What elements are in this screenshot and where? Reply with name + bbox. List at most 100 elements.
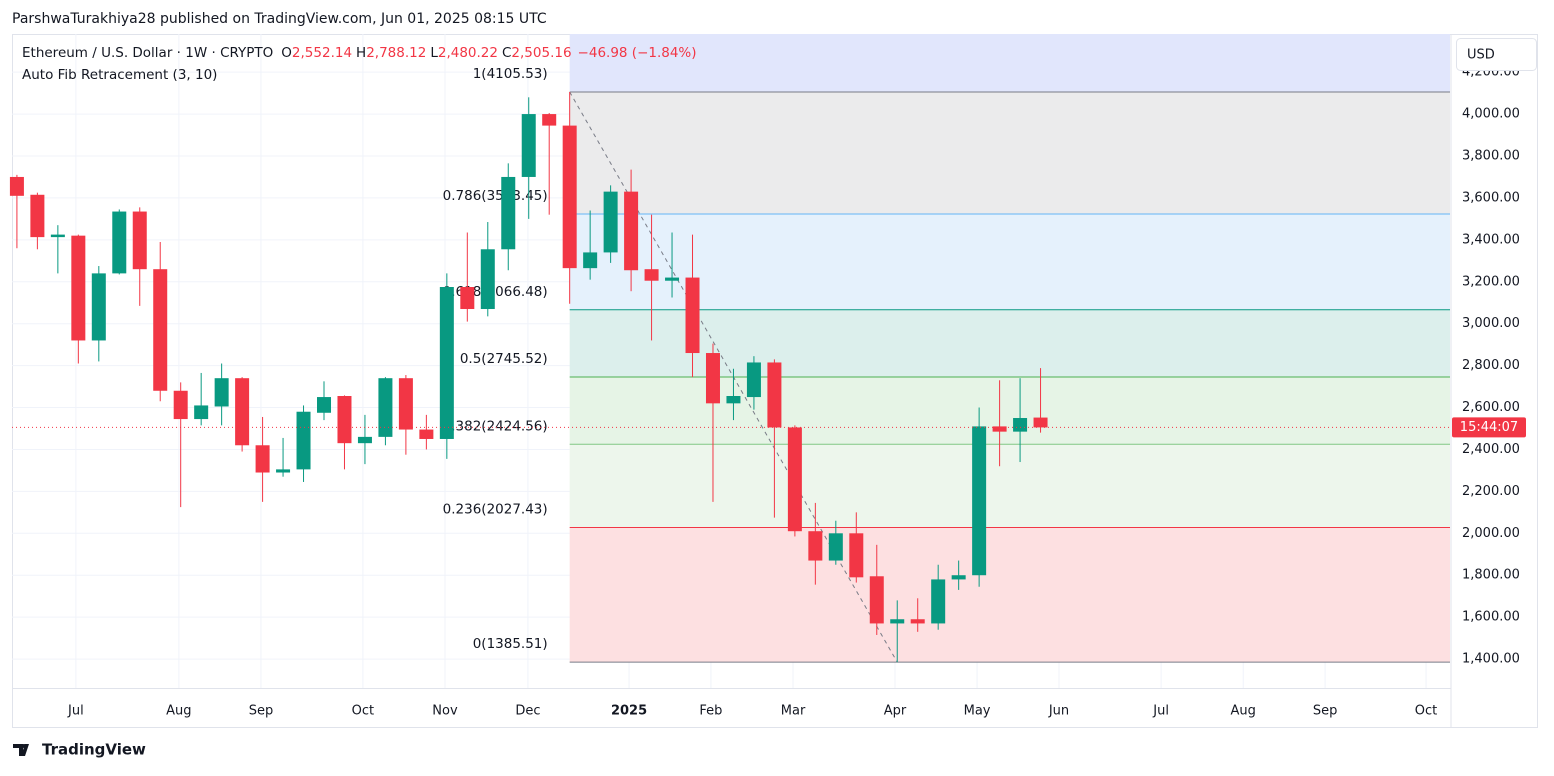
ohlc-key: L: [430, 45, 438, 61]
fib-level-label: 0.5(2745.52): [460, 351, 548, 367]
y-tick-label: 2,200.00: [1462, 484, 1520, 499]
candle-body: [562, 125, 577, 269]
countdown: 15:44:07: [1460, 420, 1518, 435]
candle-body: [767, 362, 782, 428]
tradingview-logo: [13, 744, 29, 756]
symbol: Ethereum / U.S. Dollar · 1W · CRYPTO: [22, 45, 273, 61]
y-tick-label: 3,600.00: [1462, 190, 1520, 205]
fib-level-label: 0.618(3066.48): [443, 284, 548, 300]
y-tick-label: 2,400.00: [1462, 442, 1520, 457]
candle-body: [214, 378, 229, 407]
candle-body: [173, 390, 188, 420]
ohlc-key: O: [281, 45, 292, 61]
candle-body: [644, 269, 659, 281]
y-tick-label: 2,800.00: [1462, 358, 1520, 373]
candle-body: [1033, 417, 1048, 428]
fib-band: [569, 527, 1450, 663]
candle-body: [1013, 418, 1028, 432]
candles: [9, 91, 1048, 663]
candle-body: [91, 273, 106, 341]
x-tick-label: Sep: [249, 704, 274, 719]
fib-band: [569, 213, 1450, 310]
candle-body: [705, 353, 720, 404]
legend: Ethereum / U.S. Dollar · 1W · CRYPTO O2,5…: [22, 45, 697, 61]
indicator-name: Auto Fib Retracement (3, 10): [22, 67, 217, 83]
candle-body: [255, 445, 270, 473]
candle-body: [665, 277, 680, 281]
x-tick-label: Oct: [352, 704, 374, 719]
candle-body: [357, 436, 372, 444]
x-tick-label: 2025: [611, 704, 647, 719]
y-tick-label: 2,000.00: [1462, 526, 1520, 541]
x-tick-label: Sep: [1313, 704, 1338, 719]
currency[interactable]: USD: [1467, 48, 1495, 63]
candle-body: [746, 362, 761, 398]
candle-body: [480, 249, 495, 310]
fib-band: [569, 91, 1450, 214]
candle-body: [398, 378, 413, 430]
x-tick-label: Nov: [432, 704, 458, 719]
candle-body: [317, 397, 332, 413]
y-tick-label: 3,800.00: [1462, 148, 1520, 163]
candle-body: [9, 176, 24, 196]
fib-level-label: 0.236(2027.43): [443, 502, 548, 518]
candle-body: [30, 194, 45, 238]
x-tick-label: Aug: [166, 704, 191, 719]
y-tick-label: 4,000.00: [1462, 107, 1520, 122]
candle-body: [992, 426, 1007, 432]
brand: TradingView: [42, 741, 146, 759]
candle-body: [439, 287, 454, 439]
x-tick-label: Feb: [699, 704, 722, 719]
fib-band: [569, 377, 1450, 445]
ohlc-key: H: [356, 45, 366, 61]
publisher: ParshwaTurakhiya28 published on TradingV…: [12, 11, 547, 27]
candle-body: [235, 378, 250, 446]
x-tick-label: May: [964, 704, 991, 719]
candle-body: [869, 576, 884, 624]
axes: 1,400.00 1,600.00 1,800.00 2,000.00 2,200.00…: [67, 65, 1520, 719]
fib-band: [569, 444, 1450, 528]
y-tick-label: 3,400.00: [1462, 232, 1520, 247]
y-tick-label: 2,600.00: [1462, 400, 1520, 415]
x-tick-label: Apr: [884, 704, 907, 719]
x-tick-label: Mar: [781, 704, 806, 719]
ohlc-value: 2,480.22: [438, 45, 498, 61]
candle-body: [583, 252, 598, 269]
y-tick-label: 1,400.00: [1462, 652, 1520, 667]
candle-body: [787, 427, 802, 532]
y-tick-label: 1,800.00: [1462, 568, 1520, 583]
fib-level-label: 0.786(3523.45): [443, 188, 548, 204]
ohlc-key: C: [502, 45, 511, 61]
candle-body: [378, 378, 393, 437]
candle-body: [890, 619, 905, 624]
candle-body: [419, 429, 434, 439]
candle-body: [828, 533, 843, 561]
ohlc-value: 2,552.14: [292, 45, 352, 61]
fib-level-label: 1(4105.53): [473, 66, 548, 82]
fib-band: [569, 34, 1450, 92]
fib-level-label: 0(1385.51): [473, 636, 548, 652]
currency-box[interactable]: [1456, 38, 1537, 71]
countdown-box: [1452, 417, 1526, 438]
x-tick-label: Aug: [1231, 704, 1256, 719]
overlay: 15:44:07: [12, 417, 1526, 438]
candle-body: [951, 575, 966, 580]
candle-body: [542, 114, 557, 126]
candle-body: [685, 277, 700, 354]
candle-body: [972, 426, 987, 576]
x-tick-label: Jul: [1152, 704, 1169, 719]
ohlc-value: 2,505.16: [511, 45, 571, 61]
candle-body: [194, 405, 209, 420]
candle-body: [726, 396, 741, 404]
candle-body: [603, 191, 618, 253]
candle-body: [808, 531, 823, 561]
y-tick-label: 3,000.00: [1462, 316, 1520, 331]
candle-body: [276, 469, 291, 473]
candle-body: [624, 191, 639, 271]
y-tick-label: 1,600.00: [1462, 610, 1520, 625]
candle-body: [50, 234, 65, 238]
candle-body: [501, 176, 516, 250]
x-tick-label: Jul: [67, 704, 84, 719]
fib-band: [569, 309, 1450, 378]
